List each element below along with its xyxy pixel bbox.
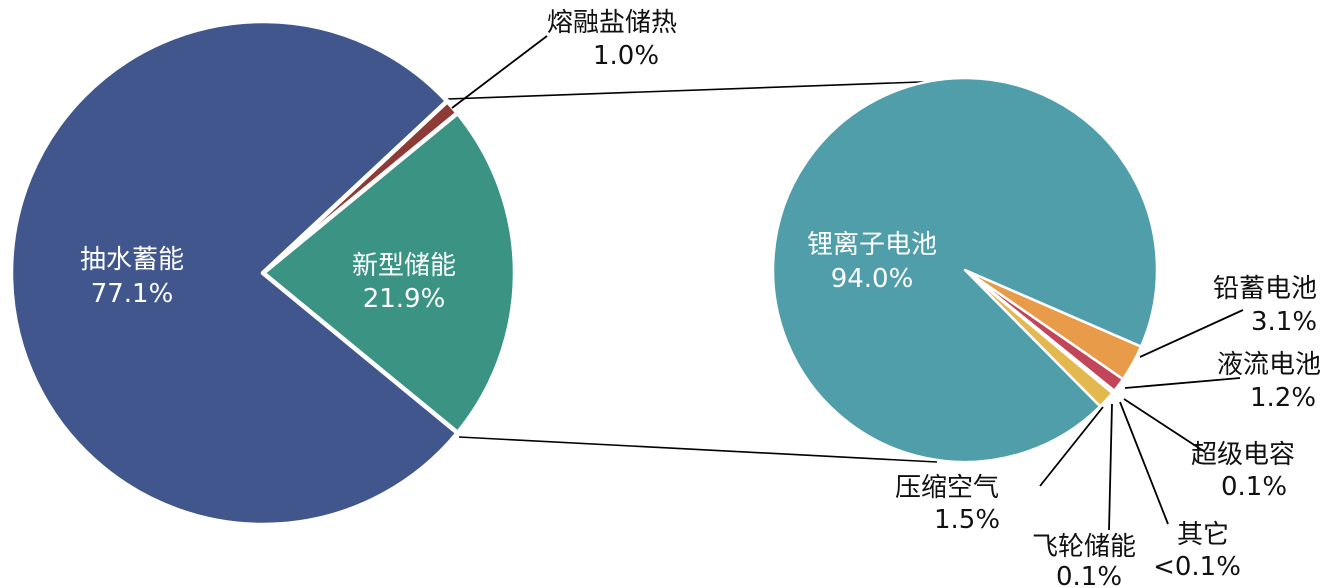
- slice-label-li-ion: 锂离子电池: [807, 230, 937, 260]
- secondary-pie: [771, 76, 1159, 464]
- slice-label-new-type-storage: 新型储能: [352, 251, 456, 281]
- slice-label-molten-salt: 熔融盐储热: [547, 8, 677, 38]
- slice-value-li-ion: 94.0%: [831, 264, 914, 294]
- leader-line-lead-acid: [1139, 309, 1244, 358]
- slice-value-other: <0.1%: [1153, 552, 1241, 582]
- slice-value-supercapacitor: 0.1%: [1221, 472, 1287, 502]
- slice-value-pumped-hydro: 77.1%: [91, 279, 174, 309]
- pie-slice-new-type-storage: [260, 110, 518, 436]
- leader-line-other: [1119, 401, 1169, 525]
- leader-line-supercapacitor: [1123, 398, 1206, 453]
- connector-line-top: [446, 80, 949, 100]
- slice-value-flywheel: 0.1%: [1056, 562, 1122, 588]
- slice-value-flow-battery: 1.2%: [1250, 383, 1316, 413]
- slice-label-lead-acid: 铅蓄电池: [1213, 274, 1317, 304]
- pie-slice-li-ion-battery: [771, 76, 1159, 464]
- pie-slice-pumped-hydro: [8, 18, 460, 528]
- slice-value-compressed-air: 1.5%: [934, 505, 1000, 535]
- slice-label-flywheel: 飞轮储能: [1032, 532, 1136, 562]
- slice-value-molten-salt: 1.0%: [593, 41, 659, 71]
- slice-label-compressed-air: 压缩空气: [895, 473, 999, 503]
- slice-value-new-type-storage: 21.9%: [363, 284, 446, 314]
- slice-value-lead-acid: 3.1%: [1251, 307, 1317, 337]
- slice-label-other: 其它: [1177, 520, 1229, 550]
- leader-line-molten-salt: [451, 35, 548, 109]
- slice-label-flow-battery: 液流电池: [1217, 350, 1321, 380]
- primary-pie: [8, 18, 518, 528]
- slice-label-pumped-hydro: 抽水蓄能: [80, 245, 184, 275]
- connector-line-bottom: [458, 436, 938, 463]
- leader-line-flow-battery: [1124, 377, 1241, 389]
- slice-label-supercapacitor: 超级电容: [1191, 440, 1295, 470]
- leader-line-compressed-air: [1039, 406, 1104, 487]
- leader-line-flywheel: [1108, 403, 1113, 531]
